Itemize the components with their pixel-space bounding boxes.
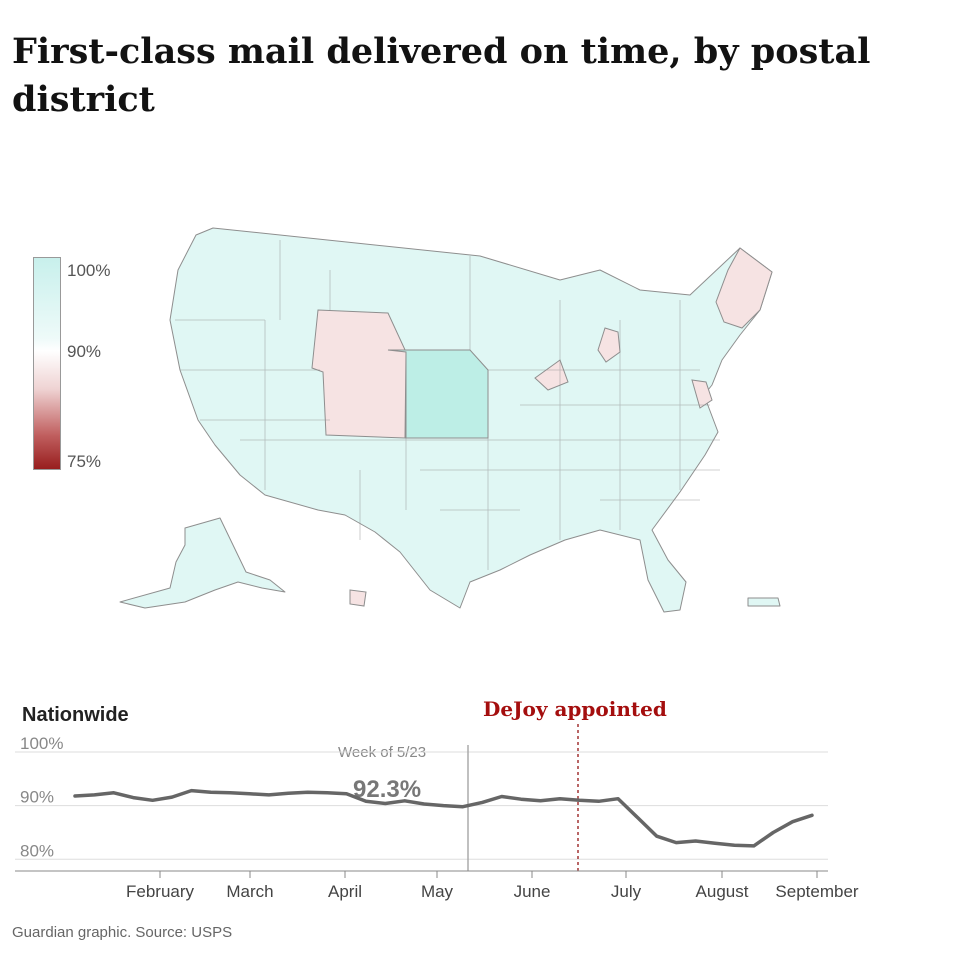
x-tick-label: March (226, 882, 273, 901)
legend-label-mid: 90% (67, 342, 102, 361)
y-tick-label: 90% (20, 788, 54, 807)
legend-label-high: 100% (67, 261, 111, 280)
map-district-hawaii (349, 589, 367, 607)
x-tick-label: July (611, 882, 642, 901)
x-tick-label: June (514, 882, 551, 901)
x-tick-label: September (775, 882, 858, 901)
chart-title: First-class mail delivered on time, by p… (12, 31, 871, 120)
map-district-new-england (715, 247, 773, 329)
map-puerto-rico (747, 597, 781, 607)
us-district-map (119, 227, 781, 613)
nationwide-chart-title: Nationwide (22, 704, 129, 726)
nationwide-series-line (73, 788, 814, 848)
y-tick-label: 80% (20, 841, 54, 860)
x-tick-label: February (126, 882, 195, 901)
color-legend-bar (33, 257, 61, 470)
nationwide-line-chart: 100% 90% 80% February March April May June July… (15, 724, 859, 901)
y-tick-label: 100% (20, 734, 63, 753)
source-note: Guardian graphic. Source: USPS (12, 924, 233, 941)
x-tick-label: May (421, 882, 454, 901)
week-value-annotation: 92.3% (353, 776, 422, 803)
map-district-wyoming (311, 309, 407, 439)
map-district-maryland (691, 379, 713, 409)
x-tick-label: April (328, 882, 362, 901)
dejoy-annotation: DeJoy appointed (483, 697, 667, 721)
map-alaska (119, 517, 286, 609)
map-district-michigan (597, 327, 621, 363)
legend-label-low: 75% (67, 452, 102, 471)
x-tick-label: August (696, 882, 749, 901)
